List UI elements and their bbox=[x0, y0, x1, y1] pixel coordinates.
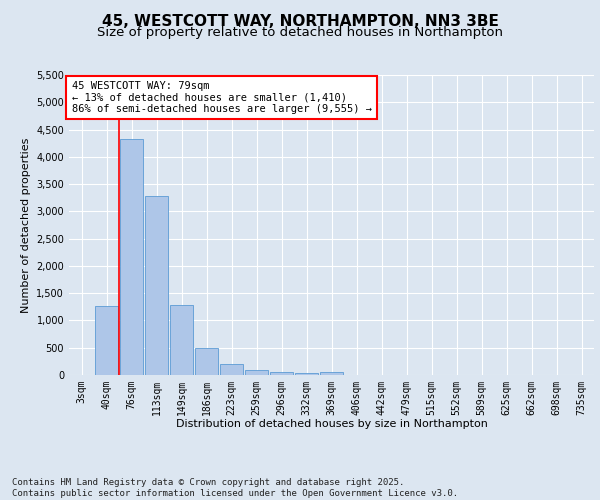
Bar bbox=[245, 370, 268, 375]
Bar bbox=[170, 305, 193, 375]
Text: Size of property relative to detached houses in Northampton: Size of property relative to detached ho… bbox=[97, 26, 503, 39]
Text: 45 WESTCOTT WAY: 79sqm
← 13% of detached houses are smaller (1,410)
86% of semi-: 45 WESTCOTT WAY: 79sqm ← 13% of detached… bbox=[71, 81, 371, 114]
Bar bbox=[295, 374, 318, 375]
Text: 45, WESTCOTT WAY, NORTHAMPTON, NN3 3BE: 45, WESTCOTT WAY, NORTHAMPTON, NN3 3BE bbox=[101, 14, 499, 29]
Bar bbox=[220, 364, 243, 375]
Bar bbox=[195, 348, 218, 375]
Bar bbox=[320, 372, 343, 375]
Bar bbox=[120, 140, 143, 375]
X-axis label: Distribution of detached houses by size in Northampton: Distribution of detached houses by size … bbox=[176, 420, 487, 430]
Bar bbox=[145, 196, 168, 375]
Text: Contains HM Land Registry data © Crown copyright and database right 2025.
Contai: Contains HM Land Registry data © Crown c… bbox=[12, 478, 458, 498]
Bar bbox=[270, 372, 293, 375]
Y-axis label: Number of detached properties: Number of detached properties bbox=[21, 138, 31, 312]
Bar bbox=[95, 306, 118, 375]
